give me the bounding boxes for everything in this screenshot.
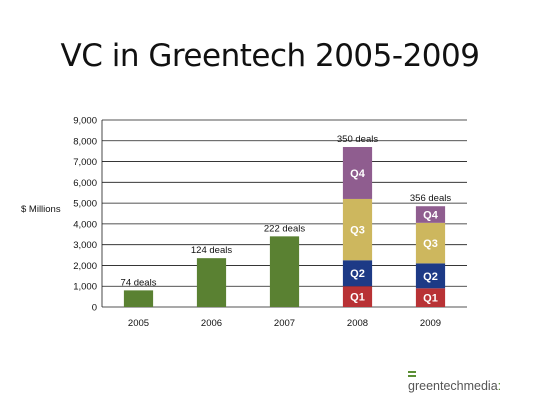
data-label: 74 deals <box>121 277 157 288</box>
x-tick-label: 2006 <box>201 318 222 329</box>
segment-label: Q2 <box>350 268 365 280</box>
chart-title: VC in Greentech 2005-2009 <box>60 38 480 74</box>
data-label: 222 deals <box>264 223 305 234</box>
y-tick-label: 0 <box>92 303 97 314</box>
y-axis-ticks: 0 1,000 2,000 3,000 4,000 5,000 6,000 7,000 8,00… <box>73 116 97 314</box>
x-tick-label: 2007 <box>274 318 295 329</box>
bar <box>269 236 300 307</box>
y-tick-label: 3,000 <box>73 240 97 251</box>
x-tick-label: 2009 <box>420 318 441 329</box>
bar-segment-q2 <box>342 260 373 287</box>
y-tick-label: 9,000 <box>73 116 97 127</box>
data-labels: 74 deals 124 deals 222 deals Q1 Q2 Q3 Q4 350 de… <box>121 134 452 305</box>
y-tick-label: 8,000 <box>73 136 97 147</box>
x-tick-label: 2005 <box>128 318 149 329</box>
bar-segment-q4 <box>415 206 446 223</box>
y-tick-label: 1,000 <box>73 282 97 293</box>
segment-label: Q3 <box>350 225 365 237</box>
x-axis-ticks: 2005 2006 2007 2008 2009 <box>128 318 441 329</box>
segment-label: Q4 <box>350 168 366 180</box>
bar-segment-q1 <box>342 286 373 307</box>
segment-label: Q1 <box>350 292 365 304</box>
y-tick-label: 7,000 <box>73 157 97 168</box>
y-tick-label: 5,000 <box>73 199 97 210</box>
logo-text-part1: greentech <box>408 379 464 393</box>
segment-label: Q3 <box>423 238 438 250</box>
bars <box>123 147 446 307</box>
logo-mark <box>408 371 417 379</box>
bar <box>196 258 227 307</box>
y-tick-label: 2,000 <box>73 261 97 272</box>
y-axis-label: $ Millions <box>21 204 61 215</box>
logo-text: greentechmedia: <box>408 379 501 393</box>
logo-text-tail: : <box>497 379 502 393</box>
bar <box>123 290 154 307</box>
y-tick-label: 6,000 <box>73 178 97 189</box>
bar-segment-q1 <box>415 288 446 307</box>
logo-text-part2: media <box>463 379 498 393</box>
bar-segment-q3 <box>342 198 373 261</box>
bar-segment-q2 <box>415 263 446 289</box>
data-label: 350 deals <box>337 134 378 145</box>
bar-segment-q4 <box>342 147 373 199</box>
x-tick-label: 2008 <box>347 318 368 329</box>
segment-label: Q2 <box>423 271 438 283</box>
segment-label: Q4 <box>423 210 439 222</box>
segment-label: Q1 <box>423 293 438 305</box>
data-label: 356 deals <box>410 193 451 204</box>
data-label: 124 deals <box>191 245 232 256</box>
y-tick-label: 4,000 <box>73 219 97 230</box>
bar-segment-q3 <box>415 222 446 264</box>
